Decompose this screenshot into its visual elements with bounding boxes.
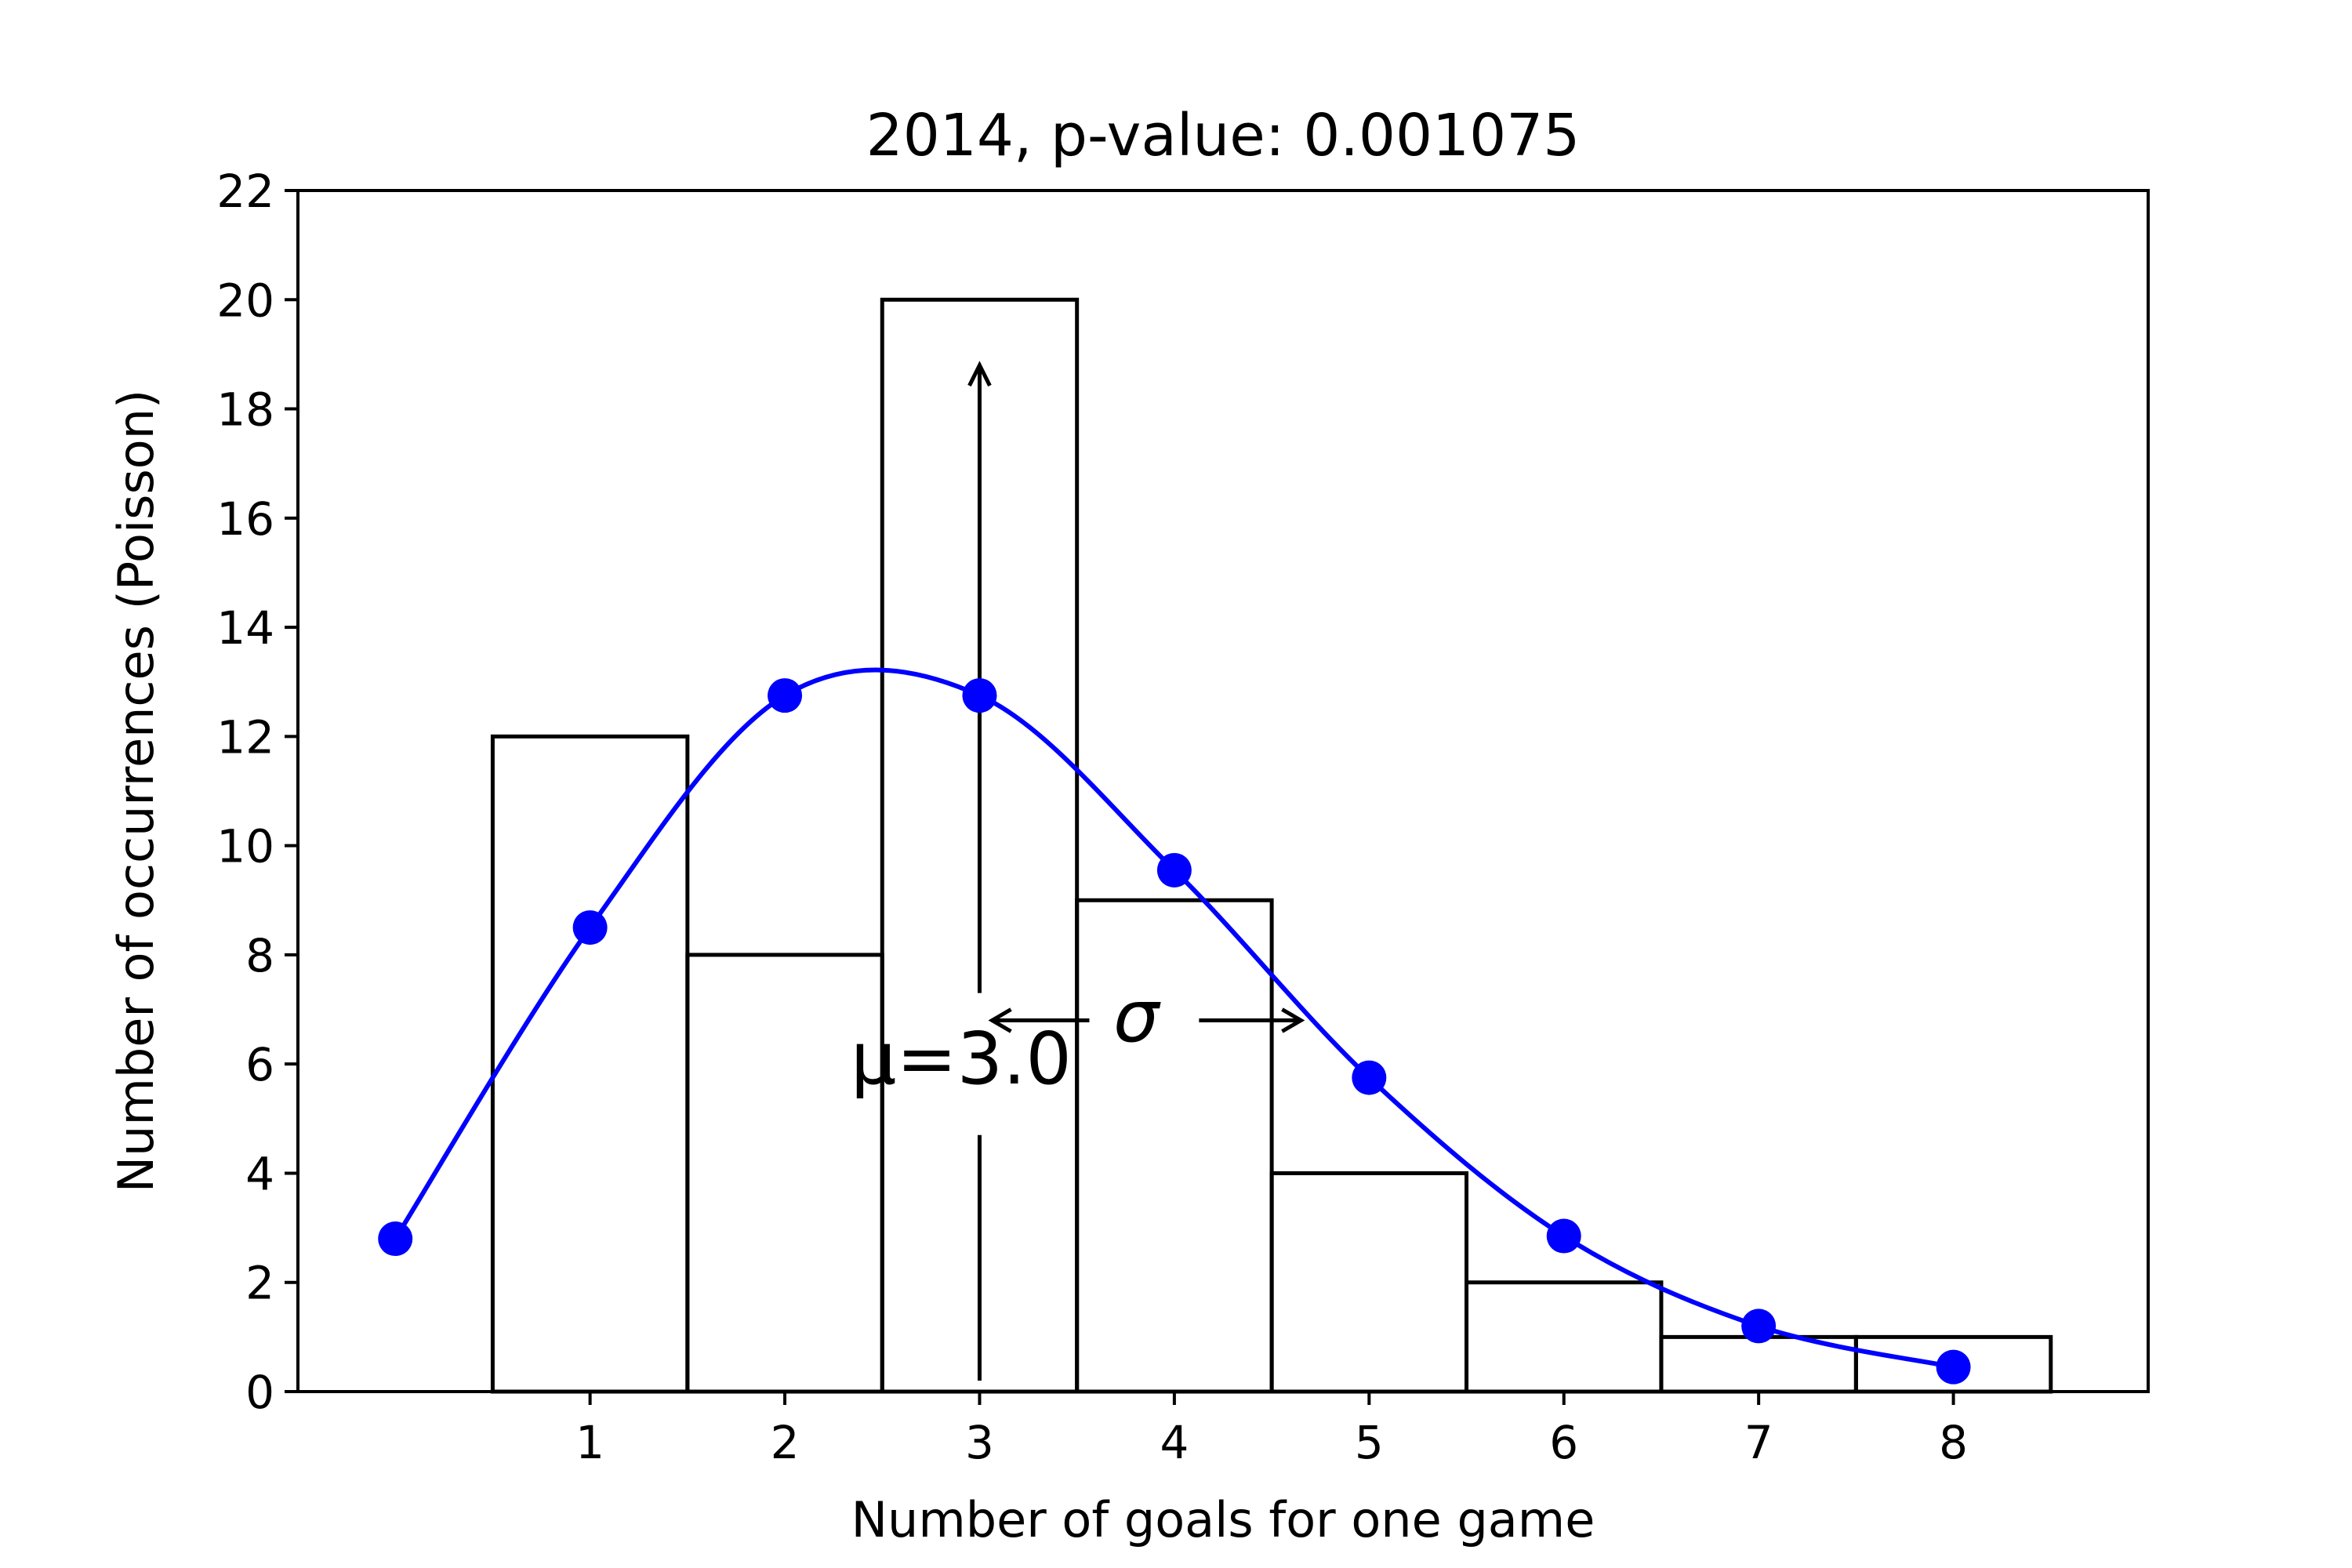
y-tick-label: 0 bbox=[245, 1366, 274, 1419]
fit-point-2 bbox=[768, 678, 803, 713]
x-tick-label: 6 bbox=[1549, 1416, 1578, 1469]
x-tick-label: 3 bbox=[965, 1416, 994, 1469]
poisson-fit-curve bbox=[393, 667, 1955, 1370]
y-tick-label: 20 bbox=[216, 274, 274, 327]
y-tick-label: 18 bbox=[216, 383, 274, 437]
y-axis-label: Number of occurrences (Poisson) bbox=[107, 390, 165, 1192]
x-tick-label: 2 bbox=[771, 1416, 800, 1469]
y-tick-label: 16 bbox=[216, 492, 274, 546]
sigma-arrow-left-head bbox=[988, 1007, 1012, 1033]
x-axis-label: Number of goals for one game bbox=[851, 1491, 1595, 1548]
y-tick-label: 2 bbox=[245, 1257, 274, 1310]
x-tick-label: 1 bbox=[575, 1416, 604, 1469]
fit-curve-layer bbox=[393, 667, 1955, 1370]
y-tick-label: 8 bbox=[245, 929, 274, 982]
sigma-arrow-right-head bbox=[1281, 1007, 1305, 1033]
mean-arrowhead bbox=[967, 361, 992, 387]
annotations: μ=3.0 σ bbox=[851, 361, 1305, 1381]
fit-points bbox=[378, 678, 1971, 1385]
fit-point-3 bbox=[962, 678, 997, 713]
y-tick-label: 10 bbox=[216, 820, 274, 873]
y-tick-label: 14 bbox=[216, 601, 274, 655]
histogram-bar-6 bbox=[1465, 1280, 1664, 1394]
chart-title: 2014, p-value: 0.001075 bbox=[866, 102, 1581, 169]
fit-point-4 bbox=[1156, 852, 1192, 887]
histogram-bar-5 bbox=[1269, 1171, 1469, 1394]
x-axis: 1 2 3 4 5 6 7 8 bbox=[575, 1392, 1968, 1469]
y-tick-label: 22 bbox=[216, 165, 274, 218]
y-tick-label: 4 bbox=[245, 1147, 274, 1200]
x-tick-label: 8 bbox=[1939, 1416, 1968, 1469]
histogram-bar-4 bbox=[1075, 898, 1274, 1394]
fit-point-7 bbox=[1741, 1308, 1777, 1344]
fit-point-0 bbox=[378, 1221, 413, 1257]
plot-frame bbox=[296, 189, 2150, 1393]
y-tick-label: 12 bbox=[216, 710, 274, 764]
y-tick-label: 6 bbox=[245, 1038, 274, 1091]
histogram-bars bbox=[490, 297, 2053, 1394]
fit-point-6 bbox=[1546, 1218, 1581, 1254]
fit-point-1 bbox=[572, 910, 608, 946]
y-axis: 0 2 4 6 8 10 12 14 16 18 20 22 bbox=[216, 165, 298, 1419]
sigma-label: σ bbox=[1113, 975, 1161, 1058]
mean-label: μ=3.0 bbox=[851, 1017, 1072, 1101]
fit-point-5 bbox=[1352, 1060, 1387, 1095]
x-tick-label: 4 bbox=[1160, 1416, 1189, 1469]
x-tick-label: 5 bbox=[1355, 1416, 1384, 1469]
fit-point-8 bbox=[1936, 1349, 1971, 1385]
x-tick-label: 7 bbox=[1744, 1416, 1773, 1469]
